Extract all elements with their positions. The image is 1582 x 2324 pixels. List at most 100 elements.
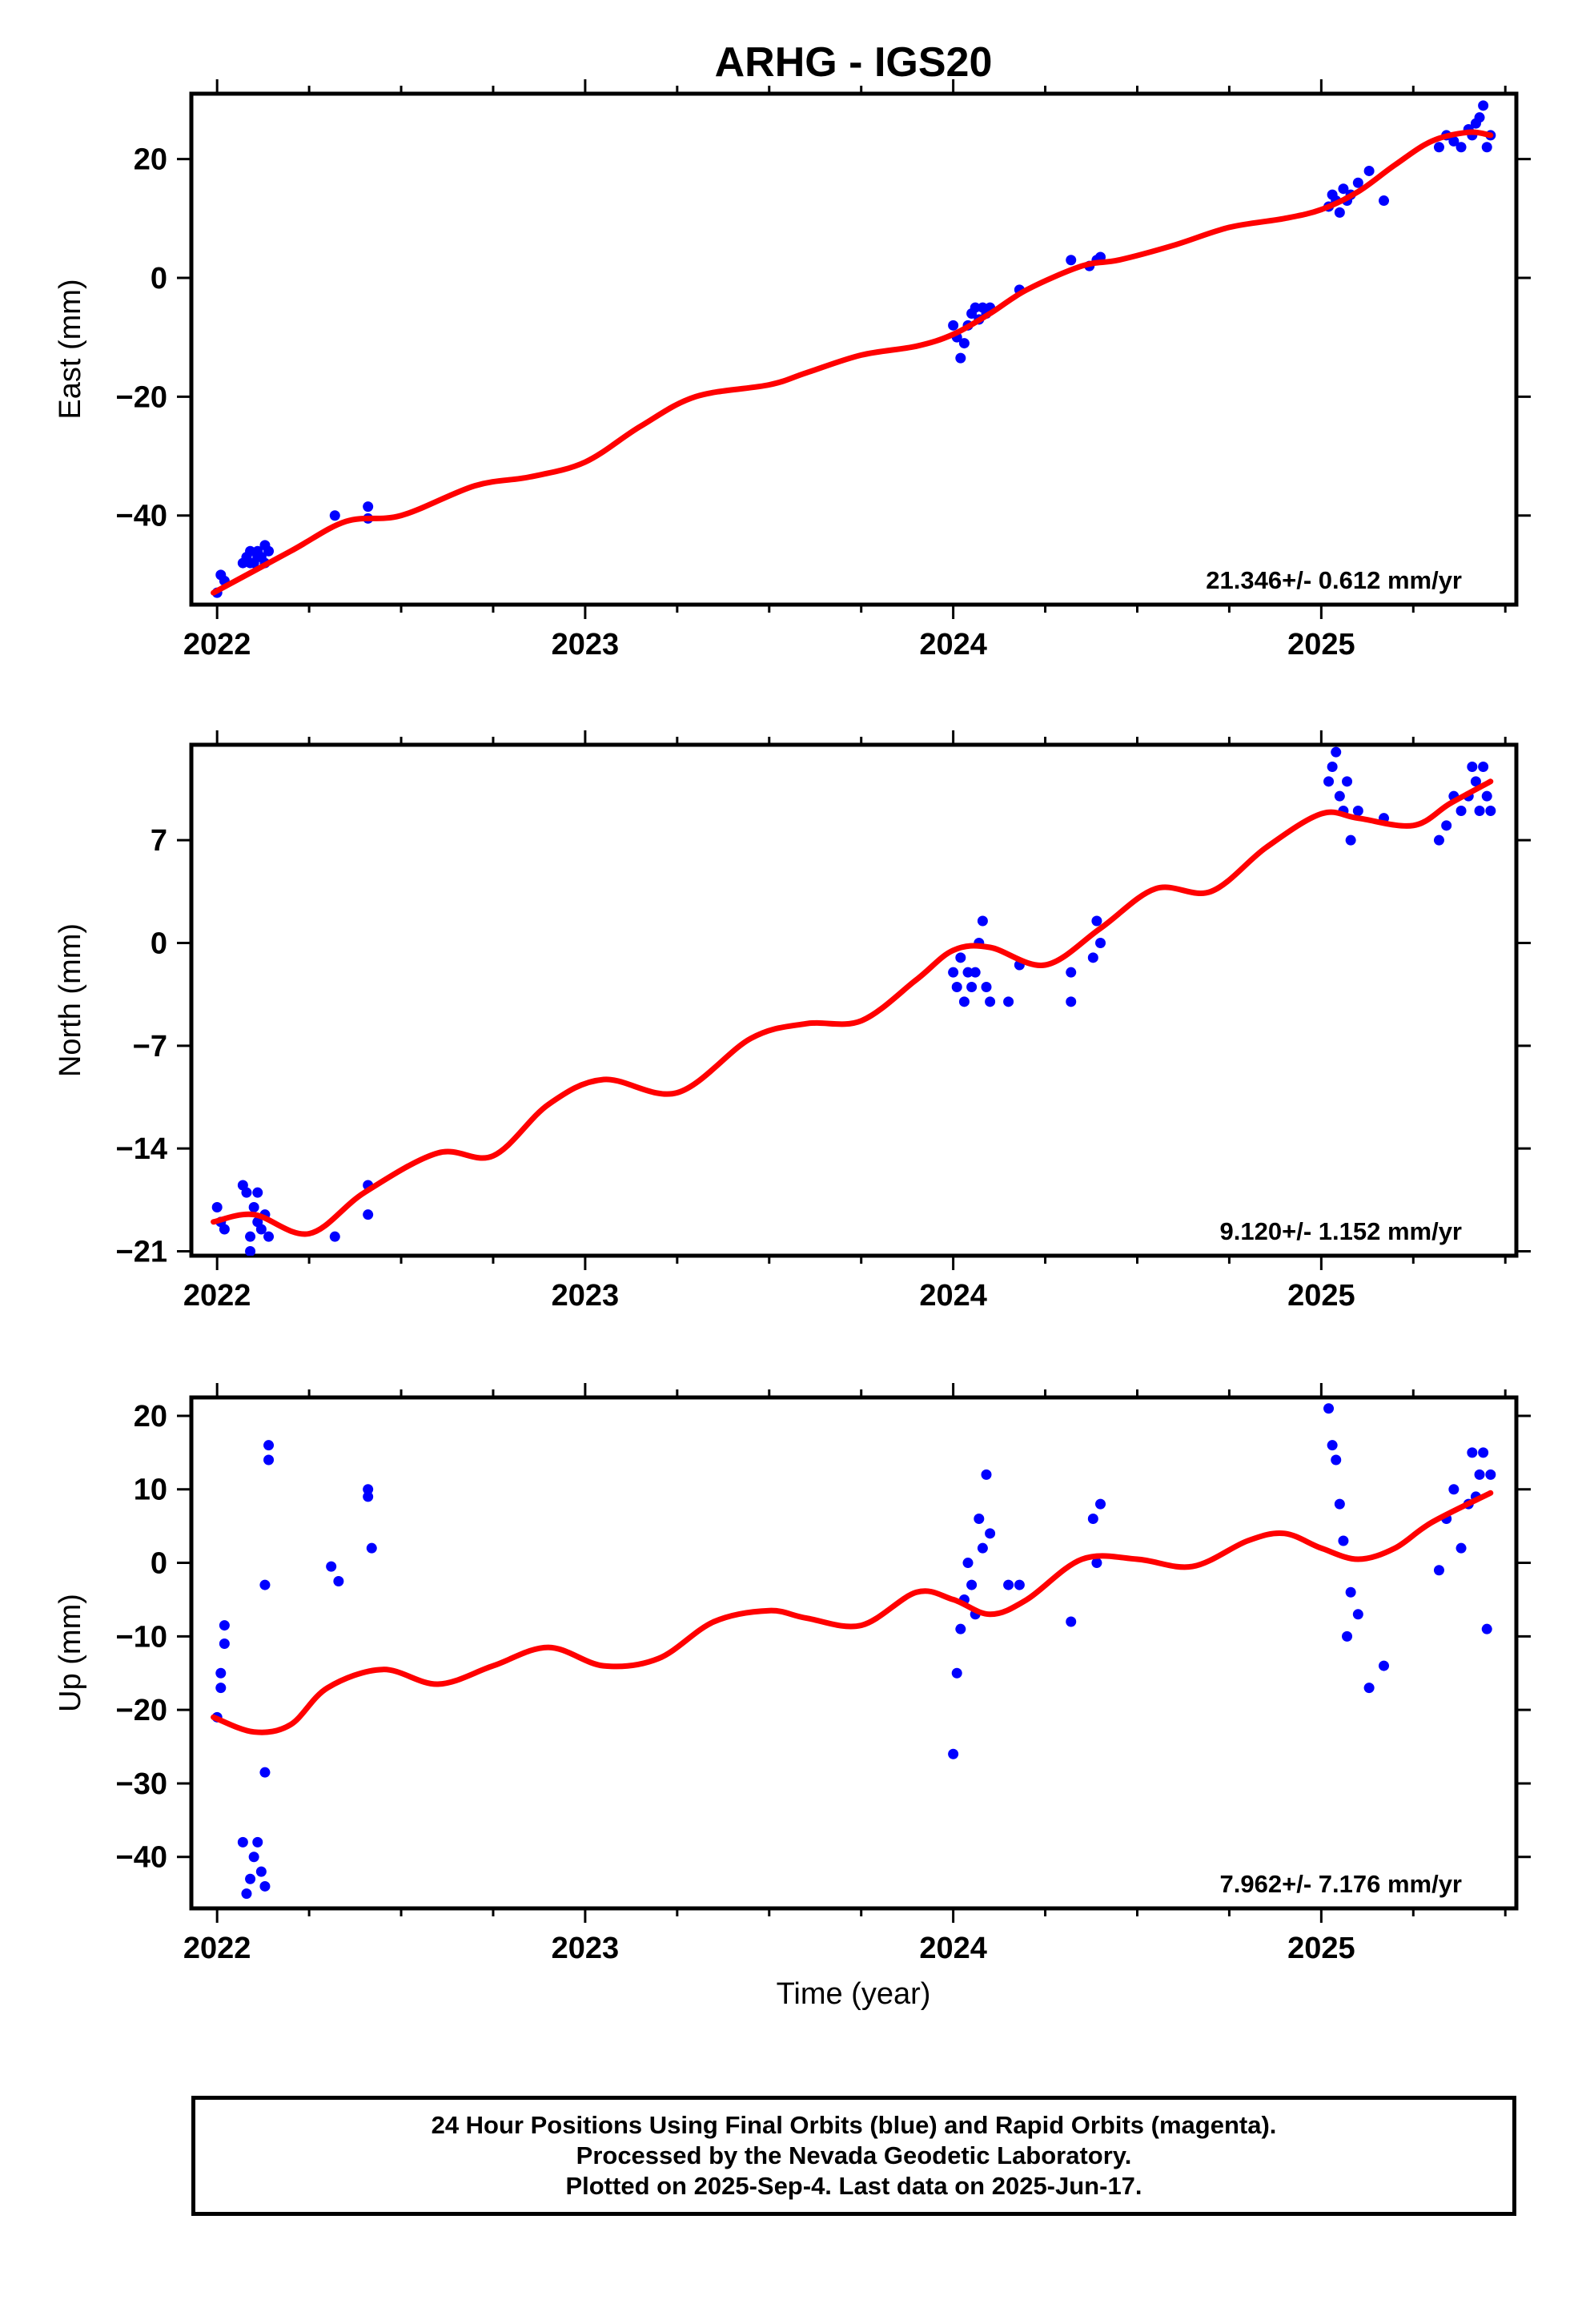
data-point-up [259, 1880, 271, 1892]
x-tick-label-east: 2024 [919, 628, 987, 661]
data-point-east [245, 545, 256, 557]
data-point-north [1327, 762, 1338, 772]
data-point-east [1433, 142, 1444, 153]
data-point-up [263, 1454, 275, 1466]
data-point-north [363, 1209, 374, 1220]
data-point-up [1379, 1660, 1389, 1671]
panel-frame-north [189, 742, 1519, 1258]
y-axis-label-north: North (mm) [54, 923, 87, 1077]
data-point-east [329, 510, 340, 521]
y-tick-label-up: 0 [151, 1547, 167, 1581]
x-axis-label: Time (year) [777, 1977, 931, 2011]
data-point-up [1467, 1447, 1478, 1458]
y-tick-label-up: 10 [134, 1474, 167, 1507]
data-point-up [974, 1513, 985, 1524]
data-point-up [1474, 1469, 1485, 1480]
data-point-up [259, 1767, 271, 1778]
data-point-north [1331, 746, 1342, 758]
data-point-north [1066, 996, 1077, 1007]
data-point-up [1485, 1469, 1496, 1480]
data-point-up [326, 1561, 337, 1572]
data-point-up [366, 1542, 377, 1554]
data-point-up [1014, 1579, 1025, 1590]
panel-frame-up [189, 1395, 1519, 1911]
x-tick-label-up: 2025 [1287, 1932, 1355, 1965]
data-point-up [1095, 1498, 1106, 1510]
x-tick-label-east: 2022 [183, 628, 251, 661]
data-point-north [241, 1187, 252, 1198]
data-point-up [245, 1873, 256, 1884]
data-point-up [1334, 1498, 1345, 1510]
data-point-east [263, 545, 275, 557]
data-point-up [966, 1579, 978, 1590]
figure-title: ARHG - IGS20 [715, 39, 993, 86]
data-point-east [1474, 112, 1485, 123]
rate-annotation-north: 9.120+/- 1.152 mm/yr [1220, 1217, 1462, 1245]
data-point-up [1481, 1623, 1492, 1634]
fit-line-east [211, 129, 1494, 596]
data-point-east [1481, 142, 1492, 153]
data-point-up [241, 1888, 252, 1900]
data-point-up [1448, 1484, 1460, 1495]
data-point-up [1352, 1609, 1363, 1620]
data-point-up [962, 1558, 974, 1569]
data-point-east [1448, 135, 1460, 147]
y-tick-label-east: 20 [134, 143, 167, 177]
data-point-east [1379, 195, 1389, 207]
data-point-north [1478, 762, 1489, 772]
data-point-east [1363, 165, 1375, 176]
data-point-north [1095, 938, 1106, 948]
y-tick-label-north: −14 [116, 1132, 167, 1166]
data-point-east [363, 501, 374, 513]
data-point-up [1433, 1565, 1444, 1576]
data-point-east [1478, 100, 1489, 111]
data-point-east [955, 352, 966, 364]
data-point-east [1456, 142, 1467, 153]
data-point-north [248, 1202, 259, 1212]
y-tick-label-up: 20 [134, 1400, 167, 1433]
data-point-up [1331, 1454, 1342, 1466]
data-point-north [981, 982, 992, 992]
data-point-north [219, 1224, 230, 1235]
data-point-north [1003, 996, 1014, 1007]
data-point-north [977, 915, 988, 927]
data-point-north [1481, 790, 1492, 802]
y-tick-label-up: −20 [116, 1694, 167, 1727]
data-point-north [1470, 776, 1481, 787]
plot-area-north [211, 746, 1496, 1256]
data-point-north [970, 967, 981, 978]
data-point-up [1478, 1447, 1489, 1458]
data-point-north [245, 1246, 256, 1256]
y-axis-label-east: East (mm) [54, 279, 87, 419]
data-point-up [219, 1620, 230, 1631]
data-point-north [966, 982, 978, 992]
data-point-up [1066, 1616, 1077, 1627]
data-point-north [1334, 790, 1345, 802]
data-point-north [329, 1231, 340, 1242]
data-point-up [1342, 1630, 1353, 1642]
data-point-up [1345, 1586, 1356, 1598]
y-tick-label-up: −30 [116, 1767, 167, 1801]
data-point-north [252, 1187, 263, 1198]
data-point-up [363, 1491, 374, 1502]
data-point-north [1433, 834, 1444, 846]
x-tick-label-up: 2022 [183, 1932, 251, 1965]
data-point-up [255, 1866, 267, 1877]
data-point-up [1456, 1542, 1467, 1554]
data-point-east [948, 320, 959, 331]
data-point-north [1441, 820, 1452, 831]
data-point-up [948, 1748, 959, 1759]
data-point-north [958, 996, 970, 1007]
data-point-up [263, 1440, 275, 1451]
data-point-north [1474, 806, 1485, 816]
data-point-north [211, 1202, 223, 1212]
data-point-east [970, 302, 981, 313]
data-point-north [1456, 806, 1467, 816]
x-tick-label-north: 2023 [552, 1279, 620, 1313]
footer-info-box: 24 Hour Positions Using Final Orbits (bl… [191, 2096, 1516, 2216]
panel-frame-east [189, 91, 1519, 607]
data-point-up [215, 1667, 227, 1679]
plot-area-up [211, 1403, 1496, 1900]
data-point-north [951, 982, 962, 992]
